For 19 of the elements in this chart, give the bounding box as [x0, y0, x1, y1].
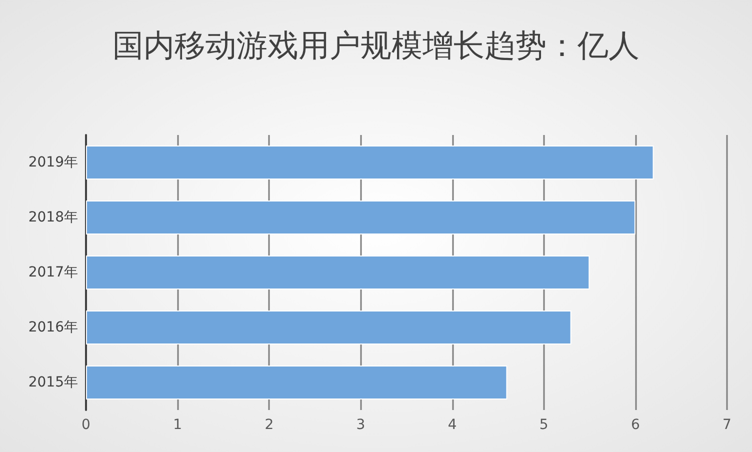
- x-tick-label: 5: [539, 417, 548, 433]
- x-tick-label: 6: [630, 417, 640, 433]
- bar: [86, 255, 590, 290]
- bar: [86, 310, 572, 345]
- x-tick-label: 1: [173, 417, 182, 433]
- x-tick-label: 0: [82, 417, 90, 433]
- x-tick-label: 3: [356, 417, 366, 433]
- bar: [86, 200, 636, 235]
- y-tick-label: 2017年: [28, 264, 78, 280]
- bar: [86, 365, 508, 400]
- x-tick-label: 2: [264, 417, 274, 433]
- bar: [86, 145, 654, 180]
- y-tick-label: 2019年: [28, 154, 78, 170]
- x-tick-label: 7: [722, 417, 732, 433]
- chart-title: 国内移动游戏用户规模增长趋势：亿人: [112, 28, 640, 64]
- y-tick-label: 2018年: [28, 210, 78, 226]
- x-tick-label: 4: [448, 417, 457, 433]
- y-tick-label: 2015年: [28, 374, 78, 390]
- y-tick-label: 2016年: [28, 320, 78, 336]
